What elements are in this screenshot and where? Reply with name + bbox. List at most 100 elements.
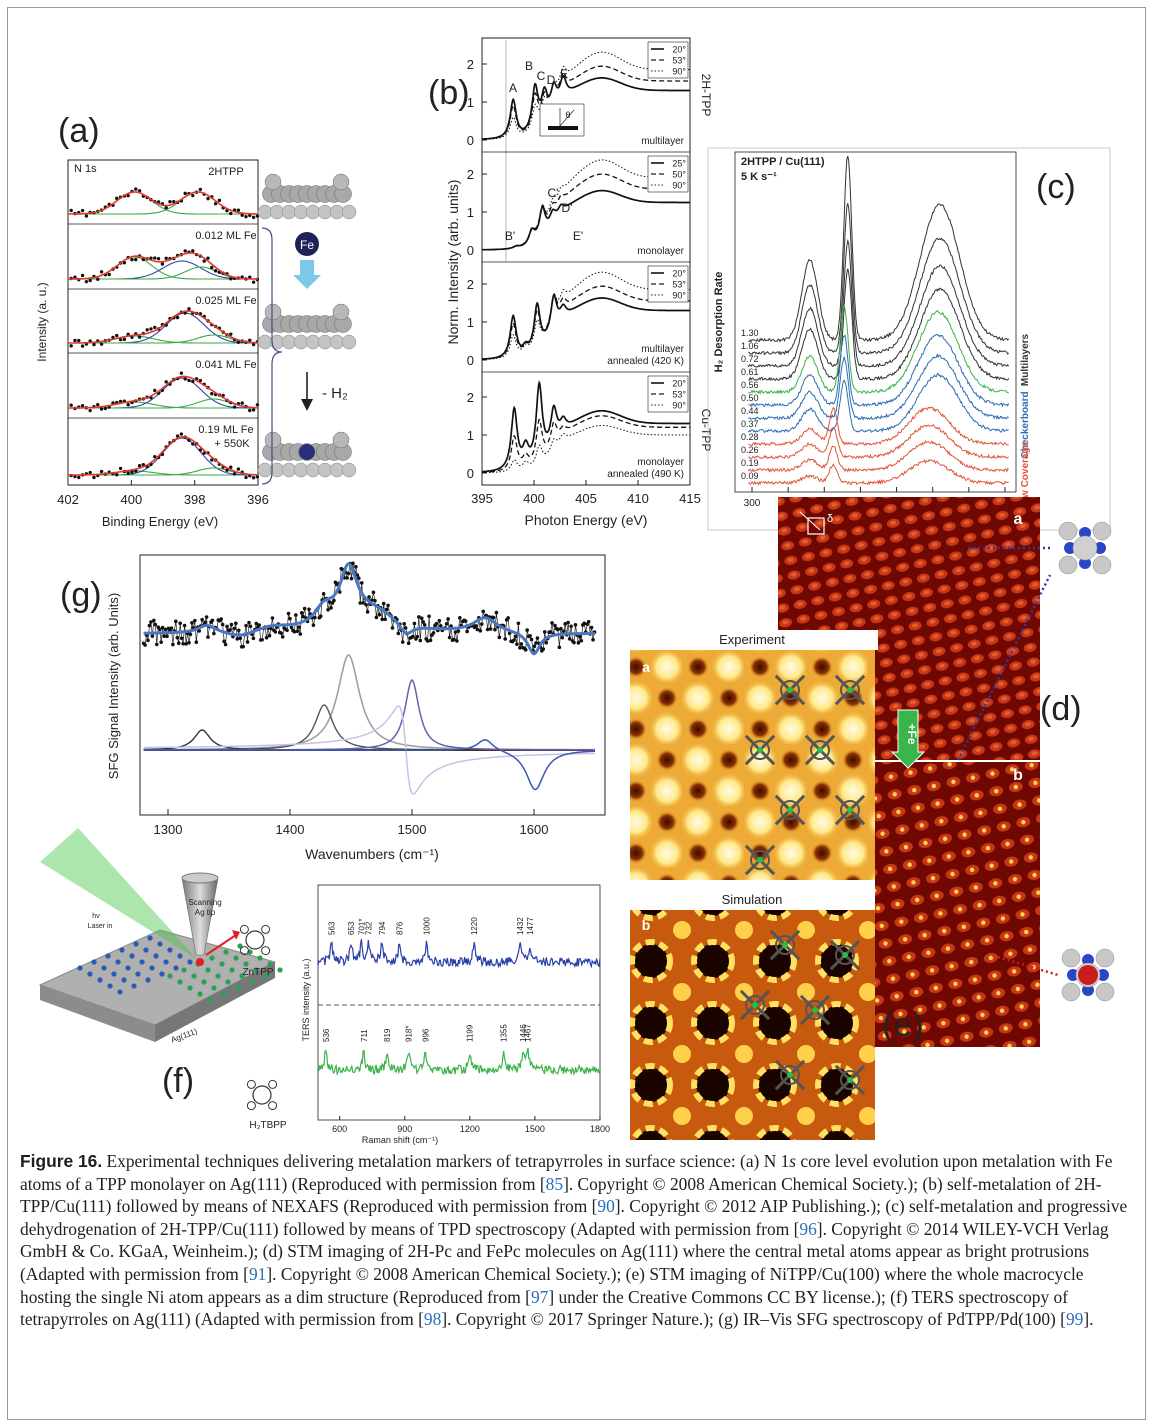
label: multilayer (641, 136, 684, 147)
atom (1078, 965, 1098, 985)
data-point (439, 624, 443, 628)
data-point (151, 634, 155, 638)
desorption-trace (748, 407, 1008, 445)
data-point (489, 627, 493, 631)
atom (1059, 556, 1077, 574)
peak-label: 711 (360, 1029, 369, 1042)
label: 5 K s⁻¹ (741, 171, 777, 183)
molecule (229, 967, 234, 972)
legend-label: 90° (672, 401, 686, 411)
legend-label: 53° (672, 390, 686, 400)
molecule (157, 941, 162, 946)
data-point (126, 403, 129, 406)
legend-label: 53° (672, 280, 686, 290)
reference-link[interactable]: 98 (424, 1309, 441, 1329)
label: +Fe (905, 723, 919, 744)
molecule (139, 959, 144, 964)
atom (1062, 983, 1080, 1001)
data-point (480, 622, 484, 626)
reference-link[interactable]: 97 (531, 1287, 548, 1307)
molecule (97, 977, 102, 982)
data-point (219, 617, 223, 621)
label: δ (827, 513, 833, 525)
data-point (420, 616, 424, 620)
arrow (293, 260, 321, 289)
coverage-label: 0.28 (741, 432, 759, 442)
data-point (481, 610, 485, 614)
label: Photon Energy (eV) (525, 512, 648, 528)
label: TERS intensity (a.u.) (301, 958, 311, 1041)
label: Cu-TPP (699, 409, 713, 452)
data-point (411, 635, 415, 639)
reference-link[interactable]: 85 (546, 1174, 563, 1194)
panel-label: (f) (162, 1062, 194, 1100)
data-point (569, 624, 573, 628)
molecule-icon (262, 925, 270, 933)
data-point (126, 471, 129, 474)
arrow-head (301, 399, 313, 411)
data-point (465, 630, 469, 634)
molecule (249, 979, 254, 984)
atom (265, 174, 281, 190)
data-point (210, 266, 213, 269)
data-point (347, 572, 351, 576)
metal-atom (787, 1072, 793, 1078)
coverage-label: 0.26 (741, 445, 759, 455)
data-point (115, 334, 118, 337)
data-point (366, 610, 370, 614)
data-point (427, 614, 431, 618)
molecule (163, 959, 168, 964)
data-point (375, 616, 379, 620)
data-point (81, 209, 84, 212)
peak-label: 996 (422, 1028, 431, 1042)
caption-text: ]. Copyright © 2017 Springer Nature.); (… (441, 1309, 1066, 1329)
data-point (183, 249, 186, 252)
data-point (246, 640, 250, 644)
data-point (364, 603, 368, 607)
data-point (221, 623, 225, 627)
data-point (130, 258, 133, 261)
data-point (544, 641, 548, 645)
data-point (183, 377, 186, 380)
data-point (303, 607, 307, 611)
reference-link[interactable]: 91 (249, 1264, 266, 1284)
data-point (383, 617, 387, 621)
molecule (233, 955, 238, 960)
reference-link[interactable]: 90 (597, 1196, 614, 1216)
data-point (252, 216, 255, 219)
data-point (298, 632, 302, 636)
molecule (221, 991, 226, 996)
peak-label: 794 (378, 921, 387, 935)
molecule (223, 949, 228, 954)
data-point (237, 467, 240, 470)
data-point (350, 577, 354, 581)
legend-label: 90° (672, 67, 686, 77)
data-point (123, 338, 126, 341)
data-point (492, 616, 496, 620)
atom (342, 463, 356, 477)
data-point (528, 634, 532, 638)
tick-label: 0 (467, 353, 474, 368)
data-point (191, 194, 194, 197)
data-point (416, 635, 420, 639)
metal-atom (787, 687, 793, 693)
data-point (268, 634, 272, 638)
data-point (458, 616, 462, 620)
metal-atom (782, 942, 788, 948)
data-point (159, 640, 163, 644)
legend-label: 90° (672, 291, 686, 301)
label: E' (573, 229, 583, 243)
tick-label: 1800 (590, 1124, 610, 1134)
legend-label: 25° (672, 159, 686, 169)
molecule (121, 977, 126, 982)
legend-label: 53° (672, 56, 686, 66)
data-point (205, 615, 209, 619)
reference-link[interactable]: 99 (1066, 1309, 1083, 1329)
molecule (91, 959, 96, 964)
tick-label: 300 (744, 498, 761, 509)
panel-label: (e) (882, 1006, 924, 1044)
data-point (313, 616, 317, 620)
data-point (533, 644, 537, 648)
tick-label: 1500 (525, 1124, 545, 1134)
reference-link[interactable]: 96 (799, 1219, 816, 1239)
